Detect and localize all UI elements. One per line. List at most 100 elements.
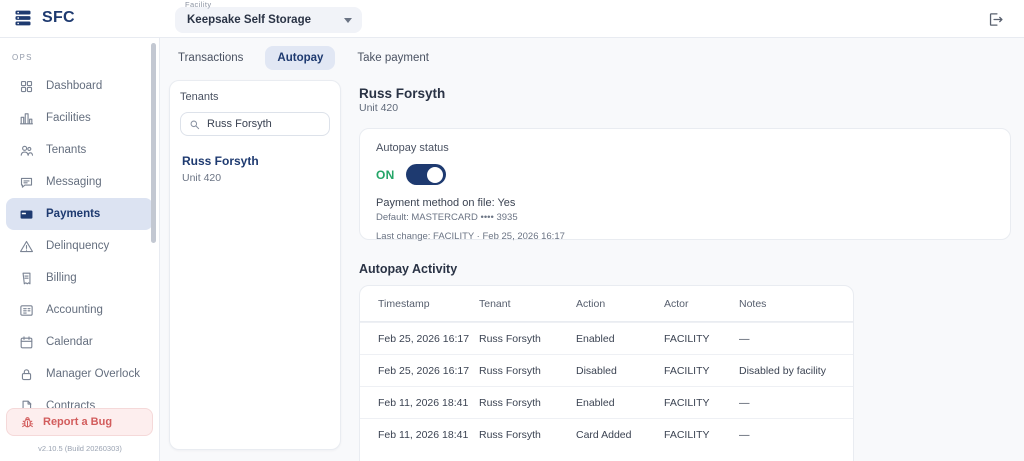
- default-method-line: Default: MASTERCARD •••• 3935: [376, 212, 518, 223]
- cell-notes: Disabled by facility: [739, 364, 826, 377]
- tenants-icon: [19, 143, 34, 158]
- cell-actor: FACILITY: [664, 428, 710, 441]
- cell-tenant: Russ Forsyth: [479, 396, 541, 409]
- tenant-result-unit: Unit 420: [182, 172, 222, 184]
- logout-button[interactable]: [987, 11, 1004, 28]
- logo-text: SFC: [42, 9, 75, 26]
- cell-action: Enabled: [576, 396, 615, 409]
- sidebar-item-label: Payments: [46, 208, 101, 220]
- facility-select-label: Facility: [185, 0, 212, 9]
- tenants-panel-title: Tenants: [180, 91, 219, 103]
- cell-action: Card Added: [576, 428, 632, 441]
- sidebar-item-dashboard[interactable]: Dashboard: [0, 70, 160, 102]
- sidebar-scrollbar[interactable]: [151, 43, 156, 243]
- sidebar-item-label: Facilities: [46, 112, 91, 124]
- table-row: Feb 25, 2026 16:17 Russ Forsyth Enabled FAC…: [360, 322, 853, 354]
- logout-icon: [989, 13, 1003, 26]
- payment-method-line: Payment method on file: Yes: [376, 197, 516, 209]
- cell-notes: —: [739, 332, 750, 345]
- tenant-search-input[interactable]: [207, 118, 317, 130]
- cell-action: Enabled: [576, 332, 615, 345]
- tenant-list: Russ Forsyth Unit 420: [180, 152, 330, 186]
- last-change-line: Last change: FACILITY · Feb 25, 2026 16:…: [376, 231, 565, 242]
- autopay-status-card: Autopay status ON Payment method on file…: [359, 128, 1011, 242]
- overlock-icon: [19, 367, 34, 382]
- sidebar-item-label: Messaging: [46, 176, 102, 188]
- cell-tenant: Russ Forsyth: [479, 364, 541, 377]
- cell-actor: FACILITY: [664, 364, 710, 377]
- toggle-knob: [427, 166, 444, 183]
- sidebar-item-label: Dashboard: [46, 80, 103, 92]
- tab-bar: Transactions Autopay Take payment: [166, 46, 441, 70]
- table-row: Feb 11, 2026 18:41 Russ Forsyth Card Added…: [360, 418, 853, 450]
- table-row: Feb 25, 2026 16:17 Russ Forsyth Disabled FA…: [360, 354, 853, 386]
- sidebar-item-manager-overlock[interactable]: Manager Overlock: [0, 358, 160, 390]
- accounting-icon: [19, 303, 34, 318]
- sidebar-nav: Dashboard Facilities Tenants Messaging Payme…: [0, 70, 160, 422]
- sidebar-item-messaging[interactable]: Messaging: [0, 166, 160, 198]
- autopay-toggle-row: ON: [376, 164, 994, 185]
- sidebar-item-label: Delinquency: [46, 240, 110, 252]
- activity-table: Timestamp Tenant Action Actor Notes Feb 25, …: [359, 285, 854, 461]
- sidebar-item-billing[interactable]: Billing: [0, 262, 160, 294]
- cell-tenant: Russ Forsyth: [479, 332, 541, 345]
- column-header-notes: Notes: [739, 297, 767, 310]
- column-header-actor: Actor: [664, 297, 689, 310]
- tenant-detail-unit: Unit 420: [359, 102, 399, 114]
- autopay-state-text: ON: [376, 167, 395, 182]
- sidebar-item-label: Calendar: [46, 336, 93, 348]
- cell-actor: FACILITY: [664, 332, 710, 345]
- sidebar-item-label: Tenants: [46, 144, 87, 156]
- stack-logo-icon: [13, 8, 33, 28]
- autopay-status-label: Autopay status: [376, 142, 449, 154]
- facility-select-value: Keepsake Self Storage: [187, 14, 312, 26]
- column-header-timestamp: Timestamp: [378, 297, 430, 310]
- sidebar-item-calendar[interactable]: Calendar: [0, 326, 160, 358]
- cell-actor: FACILITY: [664, 396, 710, 409]
- tab-transactions[interactable]: Transactions: [178, 52, 244, 64]
- delinquency-icon: [19, 239, 34, 254]
- top-bar: SFC Facility Keepsake Self Storage: [0, 0, 1024, 38]
- cell-tenant: Russ Forsyth: [479, 428, 541, 441]
- facilities-icon: [19, 111, 34, 126]
- report-bug-button[interactable]: Report a Bug: [6, 408, 153, 436]
- cell-timestamp: Feb 25, 2026 16:17: [378, 332, 470, 345]
- cell-notes: —: [739, 428, 750, 441]
- app-logo: SFC: [13, 8, 75, 28]
- chevron-down-icon: [344, 17, 352, 23]
- sidebar-item-label: Manager Overlock: [46, 368, 140, 380]
- main-content: Transactions Autopay Take payment Tenants …: [161, 38, 1024, 461]
- calendar-icon: [19, 335, 34, 350]
- billing-icon: [19, 271, 34, 286]
- column-header-tenant: Tenant: [479, 297, 511, 310]
- payments-icon: [19, 207, 34, 222]
- bug-icon: [21, 416, 34, 429]
- table-header-row: Timestamp Tenant Action Actor Notes: [360, 286, 853, 322]
- tenants-panel: Tenants Russ Forsyth Unit 420: [169, 80, 341, 450]
- tenant-list-item[interactable]: Russ Forsyth Unit 420: [180, 152, 330, 186]
- facility-select[interactable]: Facility Keepsake Self Storage: [175, 0, 362, 33]
- cell-notes: —: [739, 396, 750, 409]
- tenant-detail-name: Russ Forsyth: [359, 86, 446, 101]
- sidebar-item-accounting[interactable]: Accounting: [0, 294, 160, 326]
- tab-autopay[interactable]: Autopay: [265, 46, 336, 70]
- messaging-icon: [19, 175, 34, 190]
- version-text: v2.10.5 (Build 20260303): [38, 444, 122, 453]
- sidebar-item-facilities[interactable]: Facilities: [0, 102, 160, 134]
- sidebar: OPS Dashboard Facilities Tenants Messaging P…: [0, 38, 160, 461]
- activity-title: Autopay Activity: [359, 262, 458, 276]
- report-bug-label: Report a Bug: [43, 416, 113, 428]
- column-header-action: Action: [576, 297, 606, 310]
- sidebar-item-payments[interactable]: Payments: [6, 198, 153, 230]
- sidebar-item-tenants[interactable]: Tenants: [0, 134, 160, 166]
- tab-take-payment[interactable]: Take payment: [357, 52, 430, 64]
- sidebar-item-delinquency[interactable]: Delinquency: [0, 230, 160, 262]
- sidebar-item-label: Accounting: [46, 304, 103, 316]
- dashboard-icon: [19, 79, 34, 94]
- cell-timestamp: Feb 11, 2026 18:41: [378, 428, 469, 441]
- cell-timestamp: Feb 25, 2026 16:17: [378, 364, 470, 377]
- table-row: Feb 11, 2026 18:41 Russ Forsyth Enabled FAC…: [360, 386, 853, 418]
- sidebar-section-label: OPS: [12, 53, 33, 62]
- sidebar-item-label: Billing: [46, 272, 77, 284]
- autopay-toggle[interactable]: [405, 164, 446, 185]
